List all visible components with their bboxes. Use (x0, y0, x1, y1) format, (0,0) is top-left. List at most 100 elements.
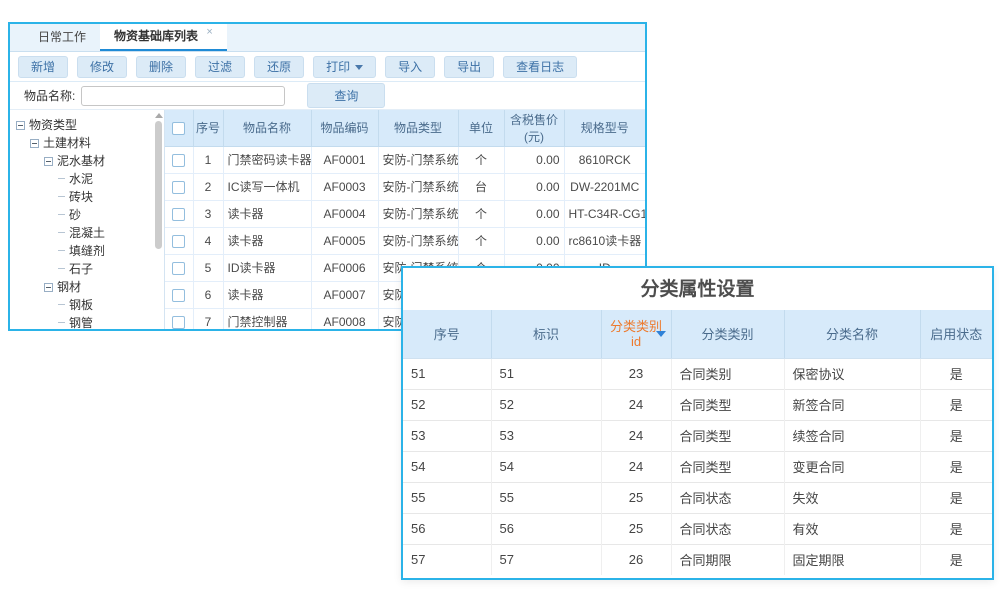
cell-price-with-tax: 0.00 (504, 227, 565, 255)
collapse-icon[interactable] (44, 283, 53, 292)
add-button[interactable]: 新增 (18, 56, 69, 78)
row-checkbox[interactable] (172, 234, 186, 248)
row-checkbox[interactable] (172, 180, 186, 194)
tree-node-label: 钢材 (57, 280, 82, 294)
tree-node-brick[interactable]: 砖块 (16, 188, 164, 206)
column-header-category-type[interactable]: 分类类别 (671, 310, 785, 359)
tree-node-label: 砂 (69, 208, 82, 222)
tree-scrollbar[interactable] (154, 112, 163, 324)
cell-enabled-status: 是 (920, 357, 992, 389)
column-header-price-with-tax[interactable]: 含税售价(元) (504, 110, 565, 147)
cell-category-name: 保密协议 (784, 357, 921, 389)
collapse-icon[interactable] (30, 139, 39, 148)
dialog-table-row[interactable]: 57 57 26 合同期限 固定期限是 (403, 543, 992, 575)
scroll-up-icon[interactable] (155, 113, 163, 118)
row-select-cell (165, 254, 194, 282)
tree-node-label: 填缝剂 (69, 244, 106, 258)
cell-category-id: 24 (601, 419, 672, 451)
row-checkbox[interactable] (172, 153, 186, 167)
tree-node-grout[interactable]: 填缝剂 (16, 242, 164, 260)
dialog-table-row[interactable]: 51 51 23 合同类别 保密协议是 (403, 357, 992, 389)
cell-spec-model: HT-C34R-CG1... (564, 200, 645, 228)
edit-button[interactable]: 修改 (77, 56, 128, 78)
dialog-table-row[interactable]: 56 56 25 合同状态 有效是 (403, 512, 992, 544)
filter-button[interactable]: 过滤 (195, 56, 246, 78)
column-header-enabled-status[interactable]: 启用状态 (920, 310, 992, 359)
button-label: 过滤 (208, 60, 233, 74)
sort-desc-icon[interactable] (655, 331, 666, 337)
cell-item-name: 门禁密码读卡器 (223, 146, 312, 174)
column-header-category-name[interactable]: 分类名称 (784, 310, 921, 359)
row-checkbox[interactable] (172, 288, 186, 302)
query-button[interactable]: 查询 (307, 83, 386, 108)
tree-node-steel-plate[interactable]: 钢板 (16, 296, 164, 314)
dialog-table-row[interactable]: 53 53 24 合同类型 续签合同是 (403, 419, 992, 451)
column-header-label: 序号 (195, 121, 220, 136)
dialog-table-row[interactable]: 55 55 25 合同状态 失效是 (403, 481, 992, 513)
tree-node-sand[interactable]: 砂 (16, 206, 164, 224)
toolbar: 新增 修改 删除 过滤 还原 打印 导入 导出 查看日志 (10, 52, 645, 82)
tab-material-library[interactable]: 物资基础库列表 × (100, 24, 227, 51)
view-log-button[interactable]: 查看日志 (503, 56, 578, 78)
row-select-cell (165, 173, 194, 201)
dialog-table-row[interactable]: 54 54 24 合同类型 变更合同是 (403, 450, 992, 482)
restore-button[interactable]: 还原 (254, 56, 305, 78)
item-name-input[interactable] (81, 85, 286, 106)
column-header-label: 分类类别id (610, 318, 663, 349)
table-row[interactable]: 3读卡器AF0004安防-门禁系统个0.00HT-C34R-CG1... (165, 200, 645, 228)
tree-node-label: 砖块 (69, 190, 94, 204)
tree-node-mortar-base-materials[interactable]: 泥水基材 (16, 152, 164, 170)
dialog-table-row[interactable]: 52 52 24 合同类型 新签合同是 (403, 388, 992, 420)
button-label: 新增 (31, 60, 56, 74)
row-checkbox[interactable] (172, 261, 186, 275)
print-button[interactable]: 打印 (313, 56, 377, 78)
column-header-unit[interactable]: 单位 (458, 110, 505, 147)
column-header-item-code[interactable]: 物品编码 (311, 110, 379, 147)
column-header-seq[interactable]: 序号 (403, 310, 492, 359)
table-row[interactable]: 1 门禁密码读卡器 AF0001 安防-门禁系统个 0.00 8610RCK (165, 146, 645, 174)
tab-daily-work[interactable]: 日常工作 (24, 24, 100, 51)
cell-seq: 6 (193, 281, 224, 309)
column-header-seq[interactable]: 序号 (193, 110, 224, 147)
tree-node-concrete[interactable]: 混凝土 (16, 224, 164, 242)
column-header-identifier[interactable]: 标识 (491, 310, 602, 359)
export-button[interactable]: 导出 (444, 56, 495, 78)
column-header-label: 含税售价(元) (509, 112, 558, 144)
collapse-icon[interactable] (16, 121, 25, 130)
cell-seq: 7 (193, 308, 224, 329)
tree-node-steel-pipe[interactable]: 钢管 (16, 314, 164, 329)
delete-button[interactable]: 删除 (136, 56, 187, 78)
table-row[interactable]: 2 IC读写一体机 AF0003 安防-门禁系统台 0.00 DW-2201MC (165, 173, 645, 201)
column-header-label: 分类类别 (701, 327, 754, 343)
table-row[interactable]: 4 读卡器 AF0005 安防-门禁系统个 0.00 rc8610读卡器 (165, 227, 645, 255)
collapse-icon[interactable] (44, 157, 53, 166)
cell-seq: 5 (193, 254, 224, 282)
tree-node-material-type[interactable]: 物资类型 (16, 116, 164, 134)
cell-identifier: 51 (491, 357, 602, 389)
close-icon[interactable]: × (206, 26, 213, 38)
tree-leaf-tick-icon (58, 232, 65, 233)
cell-item-name: 门禁控制器 (223, 308, 312, 329)
row-checkbox[interactable] (172, 207, 186, 221)
cell-enabled-status: 是 (920, 419, 992, 451)
cell-enabled-status: 是 (920, 481, 992, 513)
scrollbar-thumb[interactable] (155, 121, 162, 249)
cell-category-type: 合同状态 (671, 481, 785, 513)
row-select-cell (165, 308, 194, 329)
cell-item-code: AF0006 (311, 254, 379, 282)
tree-leaf-tick-icon (58, 250, 65, 251)
cell-enabled-status: 是 (920, 450, 992, 482)
tree-node-cement[interactable]: 水泥 (16, 170, 164, 188)
row-checkbox[interactable] (172, 315, 186, 329)
select-all-checkbox[interactable] (172, 121, 186, 135)
import-button[interactable]: 导入 (385, 56, 436, 78)
column-header-category-id[interactable]: 分类类别id (601, 310, 672, 359)
column-header-spec-model[interactable]: 规格型号 (564, 110, 645, 147)
tree-node-steel[interactable]: 钢材 (16, 278, 164, 296)
column-header-item-name[interactable]: 物品名称 (223, 110, 312, 147)
column-header-item-type[interactable]: 物品类型 (378, 110, 459, 147)
cell-identifier: 53 (491, 419, 602, 451)
tree-node-civil-materials[interactable]: 土建材料 (16, 134, 164, 152)
cell-enabled-status: 是 (920, 388, 992, 420)
tree-node-stone[interactable]: 石子 (16, 260, 164, 278)
